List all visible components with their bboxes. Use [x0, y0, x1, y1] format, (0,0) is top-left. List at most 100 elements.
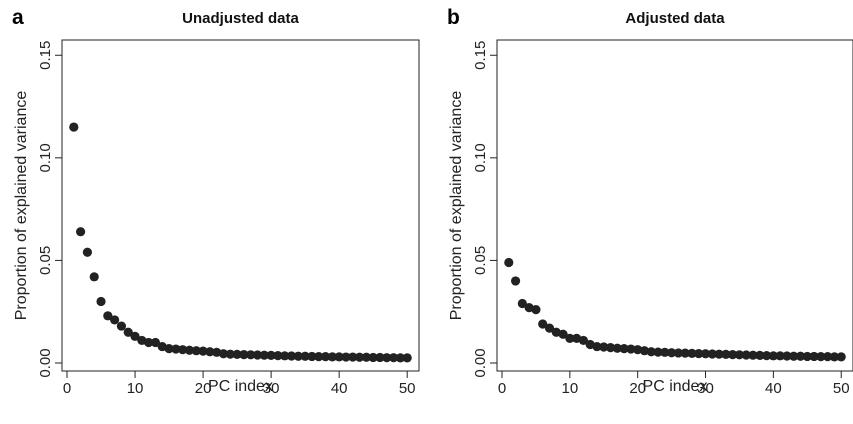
data-point [612, 343, 622, 353]
data-point [388, 353, 399, 363]
y-tick-label: 0.10 [37, 143, 54, 172]
x-tick-label: 50 [833, 380, 850, 397]
data-point [768, 351, 778, 361]
data-point [354, 352, 365, 362]
data-point [239, 349, 249, 360]
data-point [191, 346, 201, 356]
data-point [619, 344, 629, 354]
data-point [171, 344, 181, 354]
data-point [823, 352, 833, 362]
data-point [660, 347, 670, 357]
data-point [368, 352, 378, 363]
data-point [232, 349, 242, 359]
data-point [531, 305, 541, 315]
data-point [259, 350, 269, 360]
x-axis-label: PC index [208, 378, 273, 395]
data-point [782, 351, 792, 361]
data-point [802, 351, 812, 362]
data-point [789, 351, 799, 361]
y-tick-label: 0.05 [37, 246, 54, 275]
data-point [694, 348, 704, 359]
y-tick-label: 0.15 [472, 41, 489, 70]
data-point [667, 348, 677, 358]
panel-letter: a [12, 6, 24, 29]
x-tick-label: 0 [63, 380, 71, 397]
data-point [761, 351, 772, 361]
x-tick-label: 40 [331, 380, 348, 397]
data-point [327, 352, 337, 362]
data-point [633, 345, 643, 355]
x-tick-label: 10 [561, 380, 578, 397]
x-tick-label: 0 [498, 380, 506, 397]
data-point [646, 347, 656, 357]
data-point [320, 352, 331, 362]
data-point [504, 257, 514, 268]
data-point [225, 349, 235, 359]
data-point [741, 350, 751, 360]
data-point [714, 349, 724, 359]
x-axis-label: PC index [643, 378, 708, 395]
data-point [110, 315, 120, 325]
data-point [334, 352, 344, 362]
panel-letter: b [447, 6, 460, 29]
data-point [246, 350, 256, 360]
data-point [795, 351, 806, 361]
data-point [592, 341, 602, 352]
data-point [707, 349, 717, 359]
data-point [544, 323, 555, 333]
data-point [402, 353, 412, 363]
data-point [76, 227, 86, 237]
data-point [314, 352, 324, 362]
data-point [734, 350, 745, 360]
data-point [341, 352, 351, 362]
data-point [375, 352, 385, 363]
data-point [116, 321, 127, 331]
data-point [565, 333, 575, 343]
x-tick-label: 10 [127, 380, 144, 397]
y-axis-label: Proportion of explained variance [448, 91, 465, 321]
data-point [69, 122, 79, 132]
data-point [103, 311, 113, 321]
data-point [184, 345, 195, 355]
data-point [517, 298, 527, 309]
data-point [639, 346, 650, 356]
x-tick-label: 40 [765, 380, 782, 397]
plot-frame [61, 39, 420, 372]
data-point [599, 342, 609, 352]
y-tick-label: 0.00 [37, 348, 54, 377]
data-point [280, 351, 290, 361]
data-point [673, 348, 683, 358]
data-point [653, 347, 663, 357]
chart-title: Adjusted data [625, 10, 725, 27]
data-point [178, 345, 188, 355]
data-point [578, 335, 589, 346]
y-axis-label: Proportion of explained variance [13, 91, 30, 321]
data-point [395, 353, 405, 363]
data-point [307, 351, 317, 362]
data-point [361, 352, 371, 362]
data-point [96, 296, 106, 307]
data-point [605, 343, 616, 353]
data-point [829, 352, 840, 362]
panel-b: b Adjusted data 0 10 20 30 40 50 0.00 0.05 0.10 0.1… [447, 6, 853, 397]
data-point [721, 349, 731, 359]
data-point [89, 272, 99, 282]
data-point [382, 353, 392, 363]
y-tick-label: 0.05 [472, 246, 489, 275]
data-point [510, 276, 521, 286]
x-tick-label: 30 [263, 380, 280, 397]
data-point [755, 350, 765, 361]
data-point [164, 344, 174, 354]
data-point [286, 351, 297, 361]
data-point [150, 337, 161, 348]
x-tick-label: 20 [195, 380, 212, 397]
data-point [626, 344, 636, 354]
plot-frame [496, 39, 853, 372]
data-point [218, 349, 229, 359]
data-point [82, 247, 93, 257]
panel-a: a Unadjusted data 0 10 20 30 40 50 0.00 0.05 0.10 0… [12, 6, 420, 397]
data-point [123, 327, 133, 337]
x-tick-label: 50 [399, 380, 416, 397]
data-point [198, 346, 208, 356]
